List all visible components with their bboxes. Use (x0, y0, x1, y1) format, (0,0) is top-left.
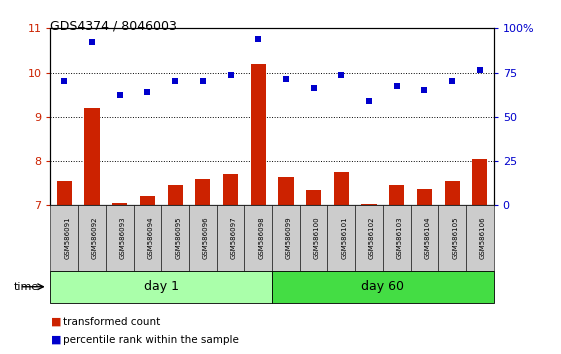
Bar (195, 179, 210, 205)
Point (199, 79, 208, 84)
Text: GSM586093: GSM586093 (119, 217, 126, 259)
Text: GSM586101: GSM586101 (341, 217, 347, 259)
Text: GSM586099: GSM586099 (286, 217, 292, 259)
Point (171, 79, 180, 84)
Bar (57, 181, 72, 205)
Bar (389, 185, 404, 205)
Text: GSM586094: GSM586094 (148, 217, 154, 259)
Bar (334, 172, 349, 205)
Text: GSM586092: GSM586092 (92, 217, 98, 259)
Text: day 60: day 60 (361, 280, 404, 293)
Point (115, 92, 124, 98)
Bar (444, 181, 460, 205)
Point (337, 72, 346, 78)
Bar (84, 108, 100, 205)
Point (309, 85, 318, 91)
Text: time: time (13, 282, 39, 292)
Text: GSM586097: GSM586097 (231, 217, 237, 259)
Text: GSM586104: GSM586104 (425, 217, 430, 259)
Text: GSM586096: GSM586096 (203, 217, 209, 259)
Point (143, 90, 152, 95)
Point (475, 68, 484, 73)
Text: GSM586100: GSM586100 (314, 217, 320, 259)
Text: percentile rank within the sample: percentile rank within the sample (63, 335, 239, 345)
Bar (168, 185, 183, 205)
Point (60, 79, 69, 84)
Text: ■: ■ (50, 335, 61, 345)
Point (282, 76, 291, 82)
Bar (112, 203, 127, 205)
Point (420, 87, 429, 93)
Point (392, 83, 401, 89)
Bar (278, 177, 293, 205)
Point (226, 72, 235, 78)
Point (365, 98, 374, 104)
Text: GSM586091: GSM586091 (65, 217, 70, 259)
Text: transformed count: transformed count (63, 317, 160, 327)
Text: GSM586098: GSM586098 (258, 217, 264, 259)
Text: GSM586106: GSM586106 (480, 217, 486, 259)
Bar (306, 190, 321, 205)
Bar (223, 175, 238, 205)
Bar (140, 196, 155, 205)
Bar (251, 64, 266, 205)
Text: day 1: day 1 (144, 280, 179, 293)
Text: GSM586105: GSM586105 (452, 217, 458, 259)
Text: ■: ■ (50, 317, 61, 327)
Point (88, 39, 96, 45)
Point (254, 36, 263, 42)
Text: GSM586103: GSM586103 (397, 217, 403, 259)
Text: GSM586102: GSM586102 (369, 217, 375, 259)
Bar (472, 159, 488, 205)
Text: GSM586095: GSM586095 (175, 217, 181, 259)
Point (448, 79, 457, 84)
Bar (417, 188, 432, 205)
Text: GDS4374 / 8046003: GDS4374 / 8046003 (50, 19, 177, 33)
